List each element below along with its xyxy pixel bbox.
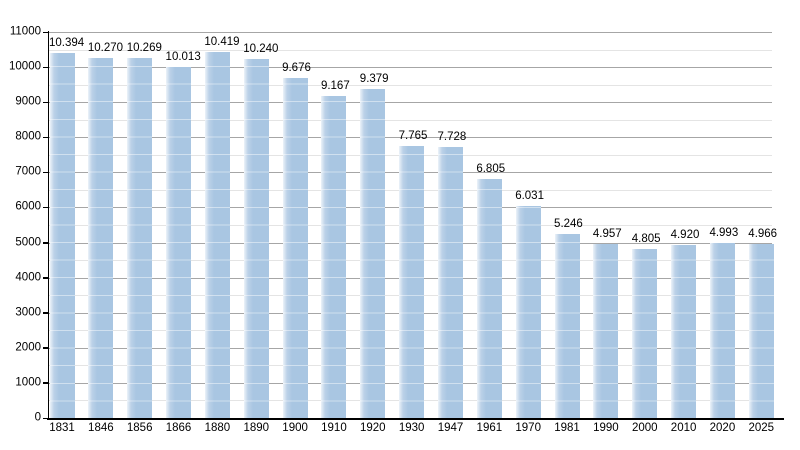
x-tick-label: 1846 xyxy=(88,422,114,434)
y-axis-tick xyxy=(42,277,49,279)
x-tick-label: 1900 xyxy=(282,422,308,434)
gridline-major xyxy=(49,67,772,69)
y-axis-tick xyxy=(42,136,49,139)
gridline-major xyxy=(49,137,772,139)
bar-value-label: 4.920 xyxy=(670,229,700,242)
bar-value-label: 4.805 xyxy=(631,233,661,246)
bar-1947 xyxy=(438,146,463,418)
bar-value-label: 6.805 xyxy=(476,163,506,176)
bar-1970 xyxy=(515,206,541,418)
bar-1961 xyxy=(476,179,502,418)
x-tick-label: 2000 xyxy=(631,422,658,434)
y-tick-label: 7000 xyxy=(15,165,41,178)
bar-2000 xyxy=(632,249,658,418)
bar-1890 xyxy=(243,58,269,418)
x-tick-label: 2020 xyxy=(709,422,736,434)
bar-value-label: 10.394 xyxy=(49,37,85,50)
x-tick-label: 1856 xyxy=(126,422,153,434)
y-axis-tick xyxy=(42,242,49,244)
bar-value-label: 4.966 xyxy=(748,227,778,240)
y-tick-label: 4000 xyxy=(15,270,41,283)
y-axis-tick xyxy=(42,417,49,419)
bar-1900 xyxy=(282,78,308,418)
bar-value-label: 10.013 xyxy=(165,50,201,63)
bar-value-label: 10.270 xyxy=(87,41,124,54)
y-tick-label: 1000 xyxy=(15,376,41,389)
bar-1930 xyxy=(399,145,425,418)
y-tick-label: 0 xyxy=(34,411,41,424)
y-axis-tick xyxy=(42,31,49,33)
x-tick-label: 1930 xyxy=(398,422,425,434)
y-tick-label: 10000 xyxy=(9,60,41,73)
y-axis-tick xyxy=(42,66,49,69)
y-tick-label: 11000 xyxy=(9,25,41,38)
gridline-major xyxy=(49,102,772,104)
bar-value-label: 7.728 xyxy=(437,130,467,143)
bar-value-label: 4.993 xyxy=(709,226,739,239)
y-tick-label: 9000 xyxy=(15,95,41,108)
y-axis-line xyxy=(47,31,49,419)
x-tick-label: 1920 xyxy=(360,422,386,434)
bar-value-label: 5.246 xyxy=(554,217,583,230)
bar-value-label: 6.031 xyxy=(515,190,544,203)
bar-value-label: 10.240 xyxy=(243,42,279,55)
gridline-major xyxy=(49,32,772,33)
y-tick-label: 8000 xyxy=(15,130,41,143)
y-axis-tick xyxy=(42,312,49,314)
bar-2020 xyxy=(709,242,735,418)
bar-1831 xyxy=(49,53,75,418)
y-axis-tick xyxy=(42,347,49,349)
gridline-minor xyxy=(49,84,772,86)
y-axis-tick xyxy=(42,101,49,104)
bar-1846 xyxy=(88,57,114,418)
y-tick-label: 6000 xyxy=(15,200,41,213)
bar-2025 xyxy=(748,243,774,418)
x-tick-label: 1947 xyxy=(437,422,464,434)
x-tick-label: 1831 xyxy=(49,422,75,434)
bar-2010 xyxy=(671,245,697,418)
x-tick-label: 1990 xyxy=(593,422,619,434)
bar-value-label: 4.957 xyxy=(592,228,622,241)
x-tick-label: 2025 xyxy=(748,422,775,434)
x-axis-line xyxy=(47,417,784,420)
x-tick-label: 1910 xyxy=(321,422,347,434)
x-tick-label: 1880 xyxy=(204,422,231,434)
y-axis-tick xyxy=(42,171,49,174)
x-tick-label: 1981 xyxy=(554,422,580,434)
bar-1880 xyxy=(204,52,230,418)
gridline-minor xyxy=(49,119,772,121)
bar-1990 xyxy=(593,244,619,418)
bar-value-label: 9.379 xyxy=(359,72,389,85)
x-tick-label: 1970 xyxy=(515,422,541,434)
bar-1856 xyxy=(127,57,153,418)
y-tick-label: 2000 xyxy=(15,341,41,354)
y-tick-label: 3000 xyxy=(15,305,41,318)
y-axis-tick xyxy=(42,206,49,209)
x-tick-label: 2010 xyxy=(670,422,697,434)
bar-1981 xyxy=(554,233,580,418)
x-tick-label: 1961 xyxy=(476,422,503,434)
y-tick-label: 5000 xyxy=(15,235,41,248)
bar-value-label: 10.269 xyxy=(126,41,162,54)
bar-value-label: 9.167 xyxy=(320,80,350,93)
bar-1910 xyxy=(321,96,347,418)
y-axis-tick xyxy=(42,382,49,384)
bar-value-label: 7.765 xyxy=(398,129,428,142)
bar-1920 xyxy=(360,88,386,418)
x-tick-label: 1890 xyxy=(243,422,270,434)
bar-value-label: 9.676 xyxy=(282,62,311,75)
bar-1866 xyxy=(166,66,192,418)
gridline-minor xyxy=(49,49,772,51)
bar-value-label: 10.419 xyxy=(204,36,240,49)
x-tick-label: 1866 xyxy=(165,422,192,434)
